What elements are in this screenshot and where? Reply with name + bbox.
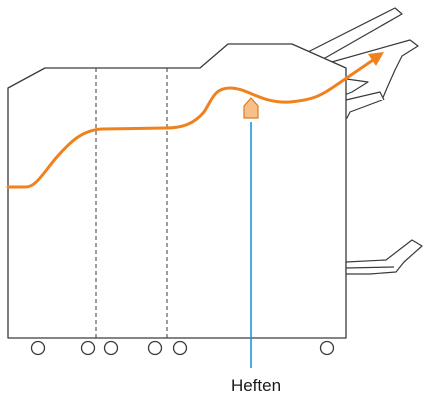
wheel-icon <box>147 340 163 356</box>
staple-position-icon <box>243 97 259 119</box>
finisher-body <box>7 43 347 339</box>
second-output-tray-inner <box>345 91 385 101</box>
wheel-icon <box>172 340 188 356</box>
wheel-icon <box>80 340 96 356</box>
staple-callout-label: Heften <box>230 376 282 395</box>
wheel-icon <box>30 340 46 356</box>
bottom-output-tray <box>345 239 423 275</box>
wheel-icon <box>103 340 119 356</box>
wheel-icon <box>319 340 335 356</box>
second-output-tray <box>295 39 419 119</box>
paper-exit-arrow-icon <box>368 52 384 66</box>
paper-path <box>6 56 378 189</box>
bottom-output-tray-edge <box>345 266 395 269</box>
